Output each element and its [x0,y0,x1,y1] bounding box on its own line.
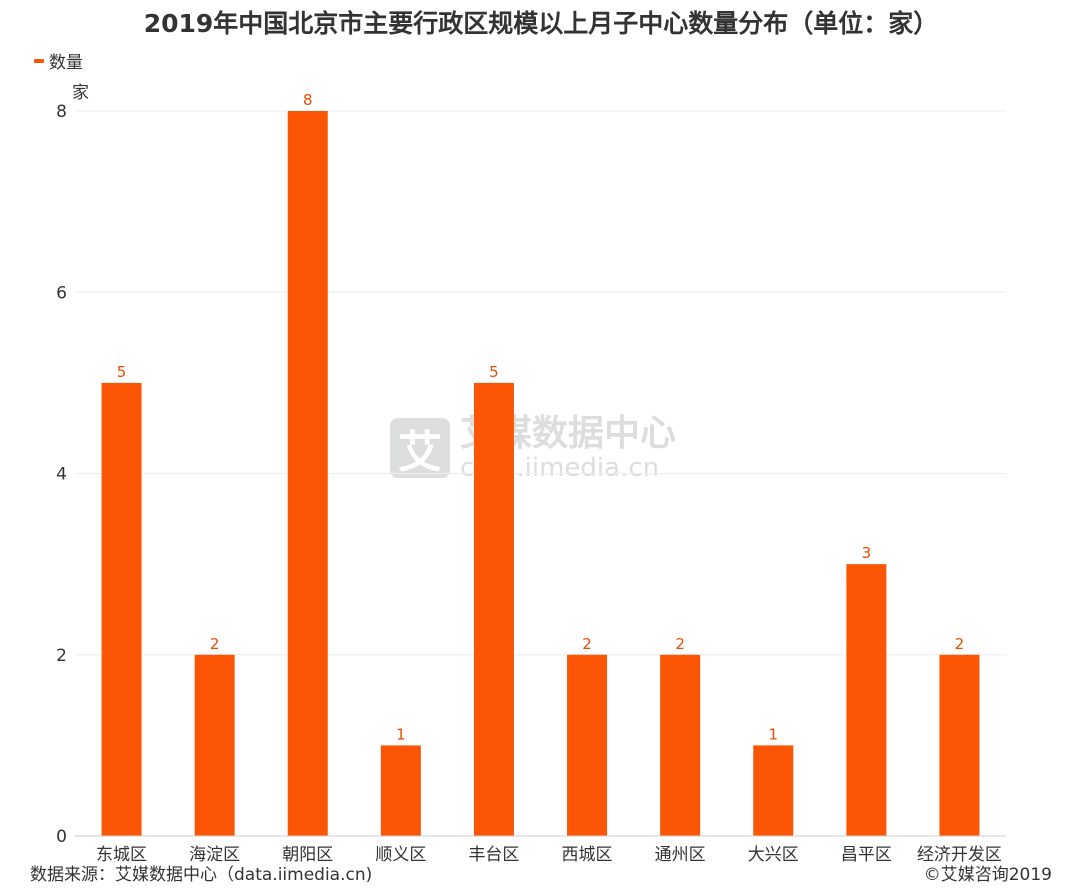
y-tick-label: 0 [56,827,67,847]
bar-value-label: 1 [768,725,778,743]
x-tick-label: 昌平区 [841,845,892,865]
bar-value-label: 5 [117,363,127,381]
bar[interactable] [195,655,235,836]
y-tick-label: 4 [56,465,67,485]
bar-value-label: 1 [396,725,406,743]
bar-value-label: 2 [955,635,965,653]
x-tick-label: 顺义区 [375,845,426,865]
x-tick-label: 大兴区 [748,845,799,865]
copyright: ©艾媒咨询2019 [924,860,1052,885]
y-tick-label: 8 [56,102,67,122]
x-tick-label: 通州区 [655,845,706,865]
bar[interactable] [288,111,328,836]
bar-value-label: 5 [489,363,499,381]
bar-value-label: 8 [303,91,313,109]
x-tick-label: 西城区 [562,845,613,865]
bar[interactable] [846,564,886,836]
x-tick-label: 丰台区 [468,845,519,865]
bar[interactable] [474,383,514,836]
bar[interactable] [102,383,142,836]
bar[interactable] [660,655,700,836]
y-tick-label: 6 [56,283,67,303]
data-source: 数据来源：艾媒数据中心（data.iimedia.cn) [30,860,372,885]
data-labels: 5 2 8 1 5 2 2 1 3 2 [117,91,964,743]
bar[interactable] [939,655,979,836]
bar-value-label: 2 [675,635,685,653]
bar[interactable] [753,745,793,836]
bar-value-label: 3 [862,544,872,562]
bar[interactable] [381,745,421,836]
y-tick-label: 2 [56,646,67,666]
bar[interactable] [567,655,607,836]
bar-value-label: 2 [582,635,592,653]
bar-value-label: 2 [210,635,220,653]
